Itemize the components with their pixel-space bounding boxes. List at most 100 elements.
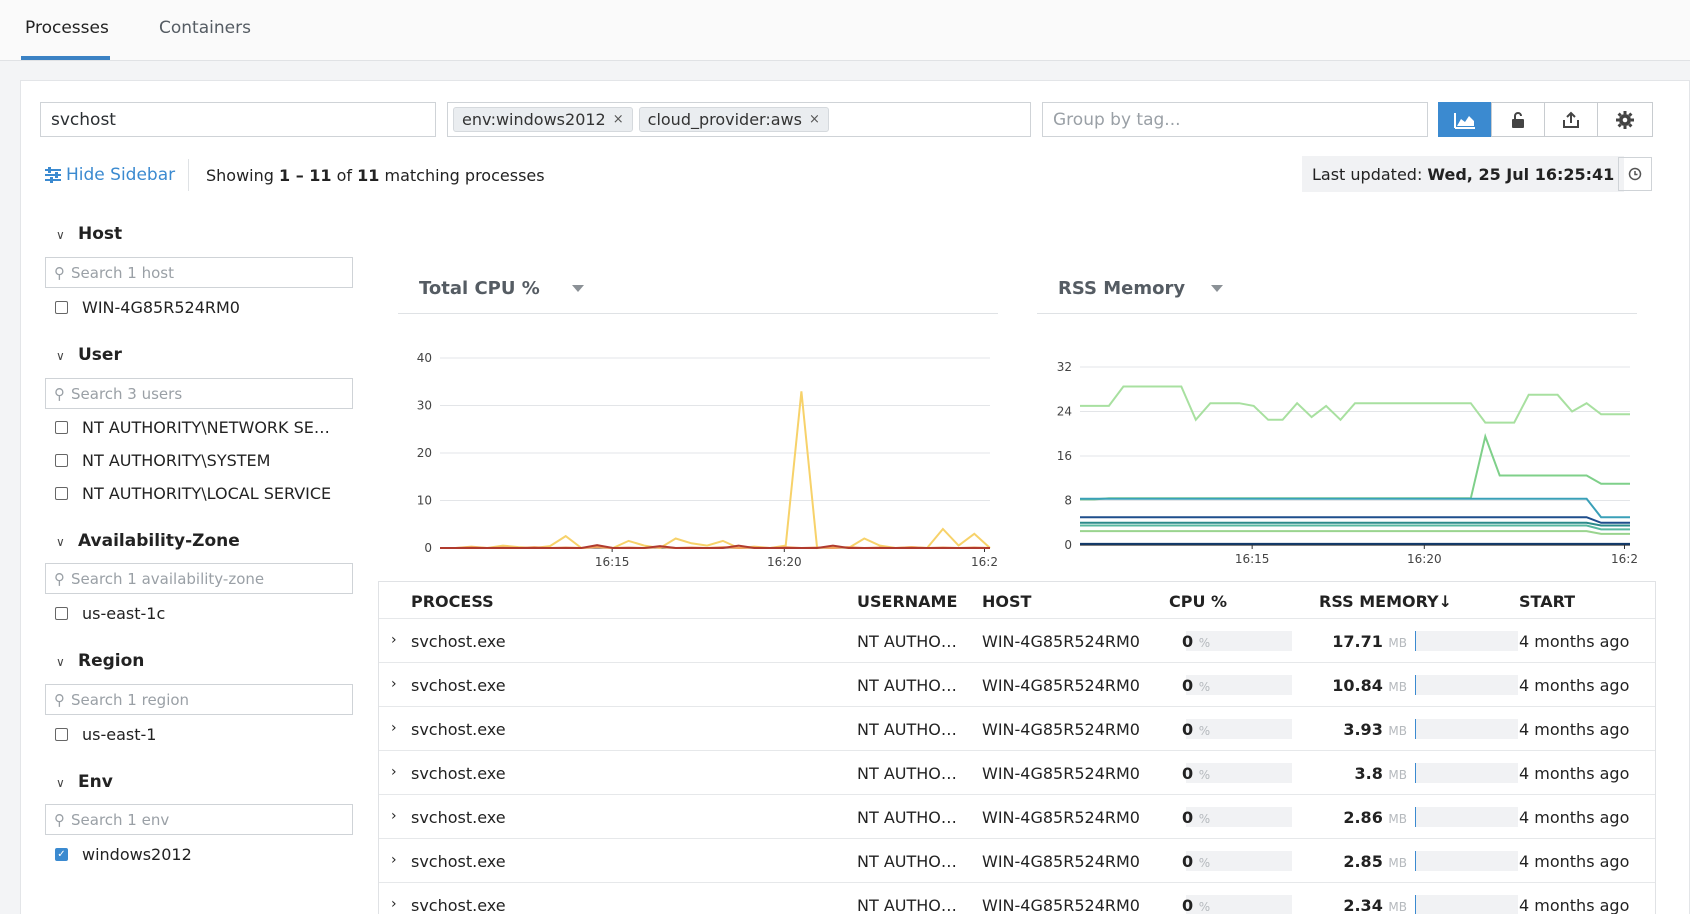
rss-unit: MB <box>1388 636 1407 650</box>
table-row[interactable]: › svchost.exe NT AUTHO… WIN-4G85R524RM0 0 % 3… <box>379 750 1655 794</box>
rss-value: 17.71 MB <box>1299 632 1407 651</box>
username-cell: NT AUTHO… <box>857 852 957 871</box>
facet-header-user[interactable]: ∨ User <box>56 345 122 365</box>
process-name: svchost.exe <box>411 676 506 695</box>
rss-y-tick-label: 16 <box>1057 449 1072 463</box>
tab-containers[interactable]: Containers <box>159 18 251 38</box>
start-cell: 4 months ago <box>1519 896 1630 914</box>
expand-chevron-icon[interactable]: › <box>391 676 397 692</box>
export-button[interactable] <box>1544 102 1598 137</box>
checkbox-checked[interactable]: ✓ <box>55 848 68 861</box>
expand-chevron-icon[interactable]: › <box>391 896 397 912</box>
cpu-y-tick-label: 40 <box>417 351 432 365</box>
rss-number: 2.86 <box>1343 808 1383 827</box>
facet-item[interactable]: us-east-1c <box>55 604 165 623</box>
expand-chevron-icon[interactable]: › <box>391 720 397 736</box>
checkbox[interactable] <box>55 301 68 314</box>
chevron-down-icon: ∨ <box>56 776 65 790</box>
group-by-placeholder: Group by tag... <box>1053 109 1181 130</box>
table-row[interactable]: › svchost.exe NT AUTHO… WIN-4G85R524RM0 0 % 3… <box>379 706 1655 750</box>
facet-title: Region <box>78 651 145 671</box>
table-row[interactable]: › svchost.exe NT AUTHO… WIN-4G85R524RM0 0 % 1… <box>379 662 1655 706</box>
rss-series-line <box>1080 530 1630 535</box>
column-header-cpu[interactable]: CPU % <box>1169 592 1228 611</box>
results-count: Showing 1 – 11 of 11 matching processes <box>206 166 545 185</box>
facet-header-region[interactable]: ∨ Region <box>56 651 144 671</box>
env-search-input[interactable]: ⚲ Search 1 env <box>45 804 353 835</box>
table-row[interactable]: › svchost.exe NT AUTHO… WIN-4G85R524RM0 0 % 2… <box>379 794 1655 838</box>
facet-item[interactable]: NT AUTHORITY\SYSTEM <box>55 451 270 470</box>
column-header-username[interactable]: USERNAME <box>857 592 958 611</box>
facet-header-host[interactable]: ∨ Host <box>56 224 122 244</box>
group-by-input[interactable]: Group by tag... <box>1042 102 1428 137</box>
facet-item[interactable]: us-east-1 <box>55 725 156 744</box>
gear-icon <box>1616 110 1634 129</box>
expand-chevron-icon[interactable]: › <box>391 632 397 648</box>
cpu-unit: % <box>1198 812 1211 826</box>
live-time-button[interactable] <box>1618 157 1652 191</box>
checkbox[interactable] <box>55 728 68 741</box>
chevron-down-icon[interactable] <box>1211 285 1223 292</box>
column-header-process[interactable]: PROCESS <box>411 592 494 611</box>
rss-y-tick-label: 32 <box>1057 360 1072 374</box>
checkbox[interactable] <box>55 607 68 620</box>
table-row[interactable]: › svchost.exe NT AUTHO… WIN-4G85R524RM0 0 % 2… <box>379 882 1655 914</box>
remove-tag-icon[interactable]: × <box>808 112 820 127</box>
table-row[interactable]: › svchost.exe NT AUTHO… WIN-4G85R524RM0 0 % 2… <box>379 838 1655 882</box>
host-search-input[interactable]: ⚲ Search 1 host <box>45 257 353 288</box>
facet-item[interactable]: NT AUTHORITY\LOCAL SERVICE <box>55 484 331 503</box>
cpu-chart-title[interactable]: Total CPU % <box>419 278 540 299</box>
cpu-number: 0 <box>1182 632 1194 651</box>
checkbox[interactable] <box>55 421 68 434</box>
host-cell: WIN-4G85R524RM0 <box>982 896 1140 914</box>
hide-sidebar-link[interactable]: Hide Sidebar <box>44 165 175 185</box>
facet-header-availability-zone[interactable]: ∨ Availability-Zone <box>56 531 240 551</box>
checkbox[interactable] <box>55 454 68 467</box>
cpu-x-tick-label: 16:15 <box>595 555 630 569</box>
area-chart-toggle-button[interactable] <box>1438 102 1492 137</box>
host-cell: WIN-4G85R524RM0 <box>982 852 1140 871</box>
tag-filter-input[interactable]: env:windows2012 × cloud_provider:aws × <box>447 102 1031 137</box>
cpu-value: 0 % <box>1182 764 1210 783</box>
expand-chevron-icon[interactable]: › <box>391 764 397 780</box>
cpu-y-tick-label: 30 <box>417 399 432 413</box>
settings-button[interactable] <box>1597 102 1653 137</box>
table-row[interactable]: › svchost.exe NT AUTHO… WIN-4G85R524RM0 0 % 1… <box>379 618 1655 662</box>
user-search-input[interactable]: ⚲ Search 3 users <box>45 378 353 409</box>
rss-number: 3.93 <box>1343 720 1383 739</box>
area-chart-icon <box>1454 112 1475 129</box>
process-search-input[interactable]: svchost <box>40 102 436 137</box>
facet-item[interactable]: WIN-4G85R524RM0 <box>55 298 240 317</box>
chevron-down-icon[interactable] <box>572 285 584 292</box>
column-header-host[interactable]: HOST <box>982 592 1032 611</box>
region-search-input[interactable]: ⚲ Search 1 region <box>45 684 353 715</box>
cpu-bar <box>1186 807 1292 827</box>
cpu-y-tick-label: 0 <box>424 541 432 555</box>
clock-icon <box>1628 167 1642 181</box>
rss-number: 2.85 <box>1343 852 1383 871</box>
start-cell: 4 months ago <box>1519 632 1630 651</box>
cpu-unit: % <box>1198 856 1211 870</box>
rss-chart-title[interactable]: RSS Memory <box>1058 278 1186 299</box>
column-header-start[interactable]: START <box>1519 592 1576 611</box>
checkbox[interactable] <box>55 487 68 500</box>
expand-chevron-icon[interactable]: › <box>391 852 397 868</box>
facet-item-label: NT AUTHORITY\NETWORK SE… <box>82 418 330 437</box>
remove-tag-icon[interactable]: × <box>612 112 624 127</box>
facet-item[interactable]: ✓ windows2012 <box>55 845 192 864</box>
last-updated-value: Wed, 25 Jul 16:25:41 <box>1427 164 1615 184</box>
divider <box>188 159 189 191</box>
facet-header-env[interactable]: ∨ Env <box>56 772 113 792</box>
process-name: svchost.exe <box>411 764 506 783</box>
rss-bar <box>1415 719 1518 739</box>
hide-sidebar-label: Hide Sidebar <box>66 165 176 185</box>
expand-chevron-icon[interactable]: › <box>391 808 397 824</box>
column-header-rss-memory[interactable]: RSS MEMORY↓ <box>1319 592 1453 611</box>
tab-processes[interactable]: Processes <box>25 18 109 38</box>
last-updated-label: Last updated: <box>1312 164 1428 184</box>
host-cell: WIN-4G85R524RM0 <box>982 808 1140 827</box>
facet-item[interactable]: NT AUTHORITY\NETWORK SE… <box>55 418 330 437</box>
availability-zone-search-input[interactable]: ⚲ Search 1 availability-zone <box>45 563 353 594</box>
lock-button[interactable] <box>1491 102 1545 137</box>
username-cell: NT AUTHO… <box>857 676 957 695</box>
